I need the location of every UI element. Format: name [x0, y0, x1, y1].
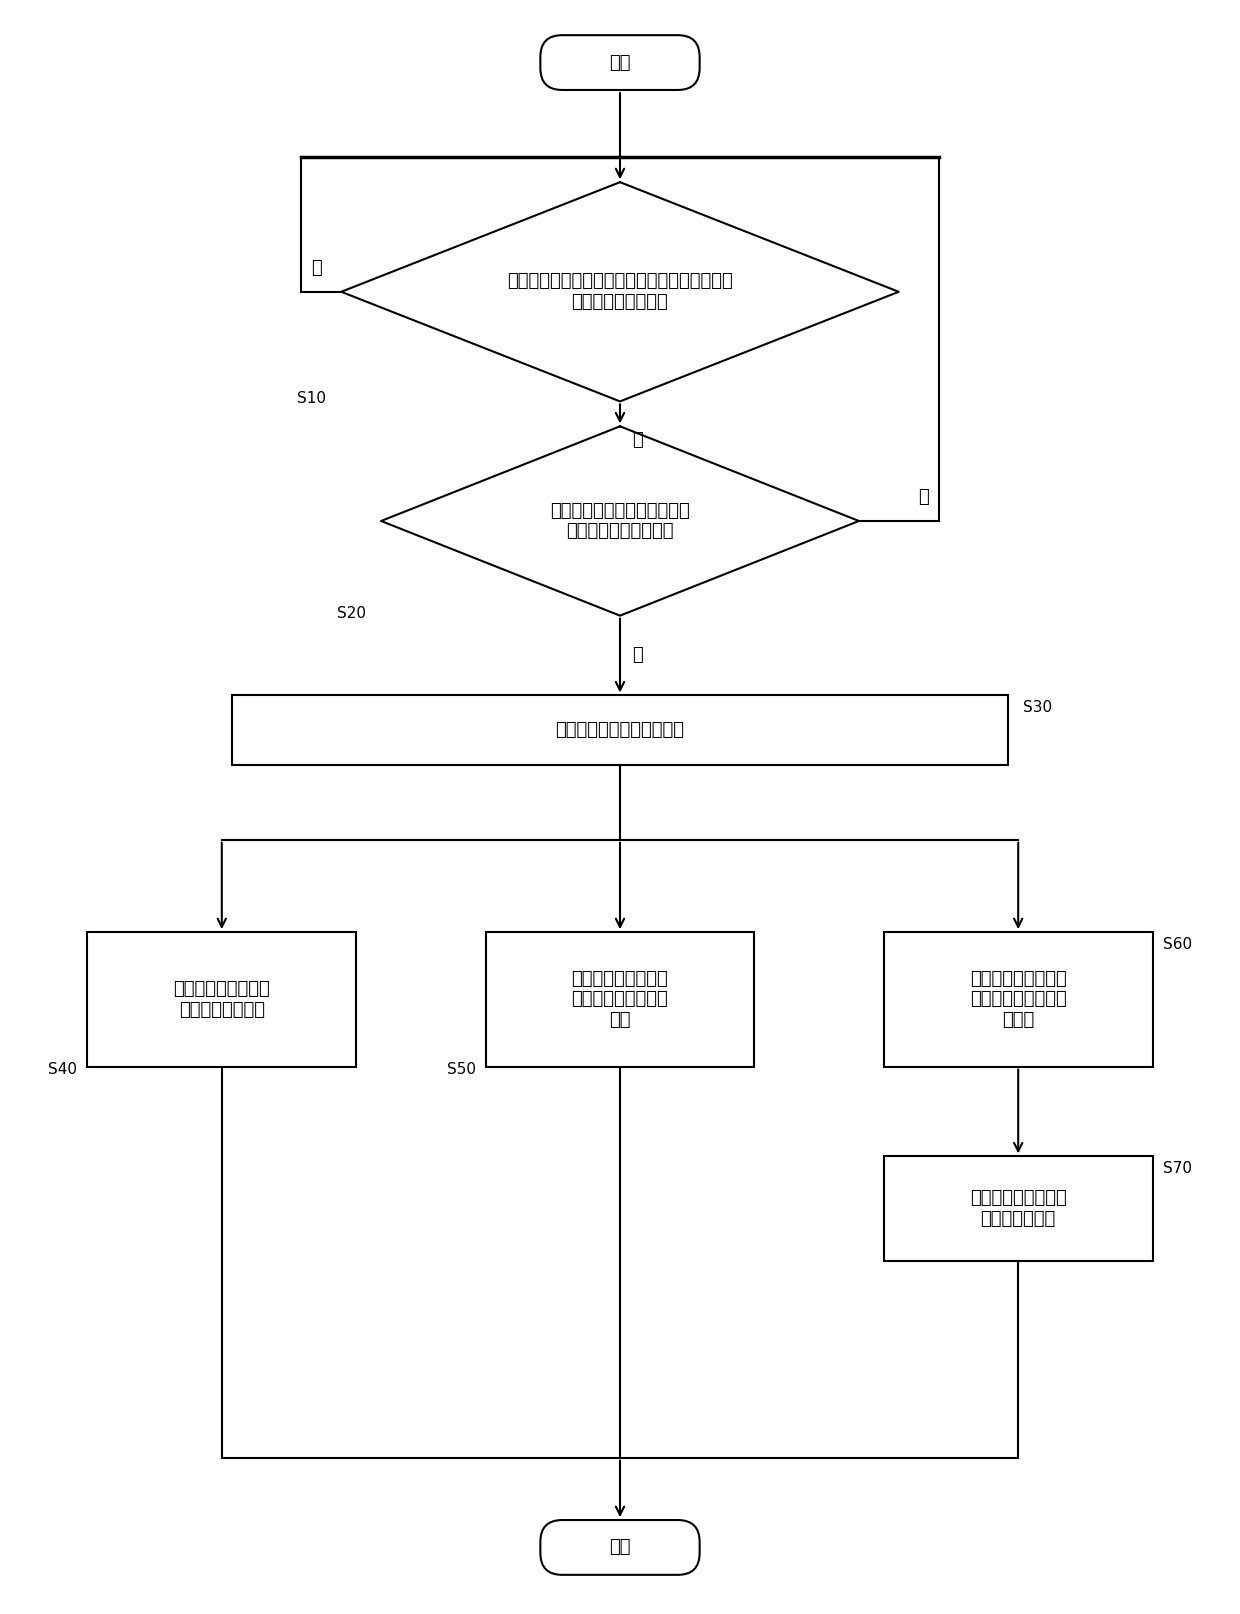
Text: S70: S70 — [1163, 1162, 1192, 1177]
Text: S30: S30 — [1023, 700, 1053, 715]
Bar — [884, 1156, 1153, 1261]
Text: 结束: 结束 — [609, 1538, 631, 1556]
Text: S50: S50 — [446, 1062, 476, 1077]
Text: S20: S20 — [337, 605, 366, 621]
Polygon shape — [341, 182, 899, 402]
Bar — [232, 696, 1008, 765]
Bar — [87, 931, 356, 1067]
Text: 检测触屏终端的屏幕当前显示的应用程序是否为
预设的锁屏应用程序: 检测触屏终端的屏幕当前显示的应用程序是否为 预设的锁屏应用程序 — [507, 273, 733, 312]
Polygon shape — [381, 426, 859, 615]
Text: S40: S40 — [48, 1062, 77, 1077]
Text: 则按照预设规则检测触屏终端
是否需要进入锁屏状态: 则按照预设规则检测触屏终端 是否需要进入锁屏状态 — [551, 502, 689, 541]
FancyBboxPatch shape — [541, 36, 699, 90]
Text: 获取预设的截屏手势
截取屏幕显示的界面
图像: 获取预设的截屏手势 截取屏幕显示的界面 图像 — [572, 970, 668, 1030]
Text: 拦截触屏终端内安装
的应用程序弹出的推
送信息: 拦截触屏终端内安装 的应用程序弹出的推 送信息 — [970, 970, 1066, 1030]
Text: 是: 是 — [632, 431, 642, 449]
Text: 是: 是 — [632, 646, 642, 663]
Text: 否: 否 — [311, 258, 322, 278]
Text: 开始: 开始 — [609, 53, 631, 71]
Text: 获取预设的解锁手势
解除屏幕锁屏状态: 获取预设的解锁手势 解除屏幕锁屏状态 — [174, 980, 270, 1018]
Text: S60: S60 — [1163, 938, 1192, 952]
FancyBboxPatch shape — [541, 1520, 699, 1575]
Text: 将推送信息储存到预
设的拦截记录表: 将推送信息储存到预 设的拦截记录表 — [970, 1190, 1066, 1228]
Text: 控制触屏终端进入锁屏状态: 控制触屏终端进入锁屏状态 — [556, 721, 684, 739]
Text: 否: 否 — [918, 487, 929, 507]
Text: S10: S10 — [298, 392, 326, 407]
Bar — [884, 931, 1153, 1067]
Bar — [486, 931, 754, 1067]
